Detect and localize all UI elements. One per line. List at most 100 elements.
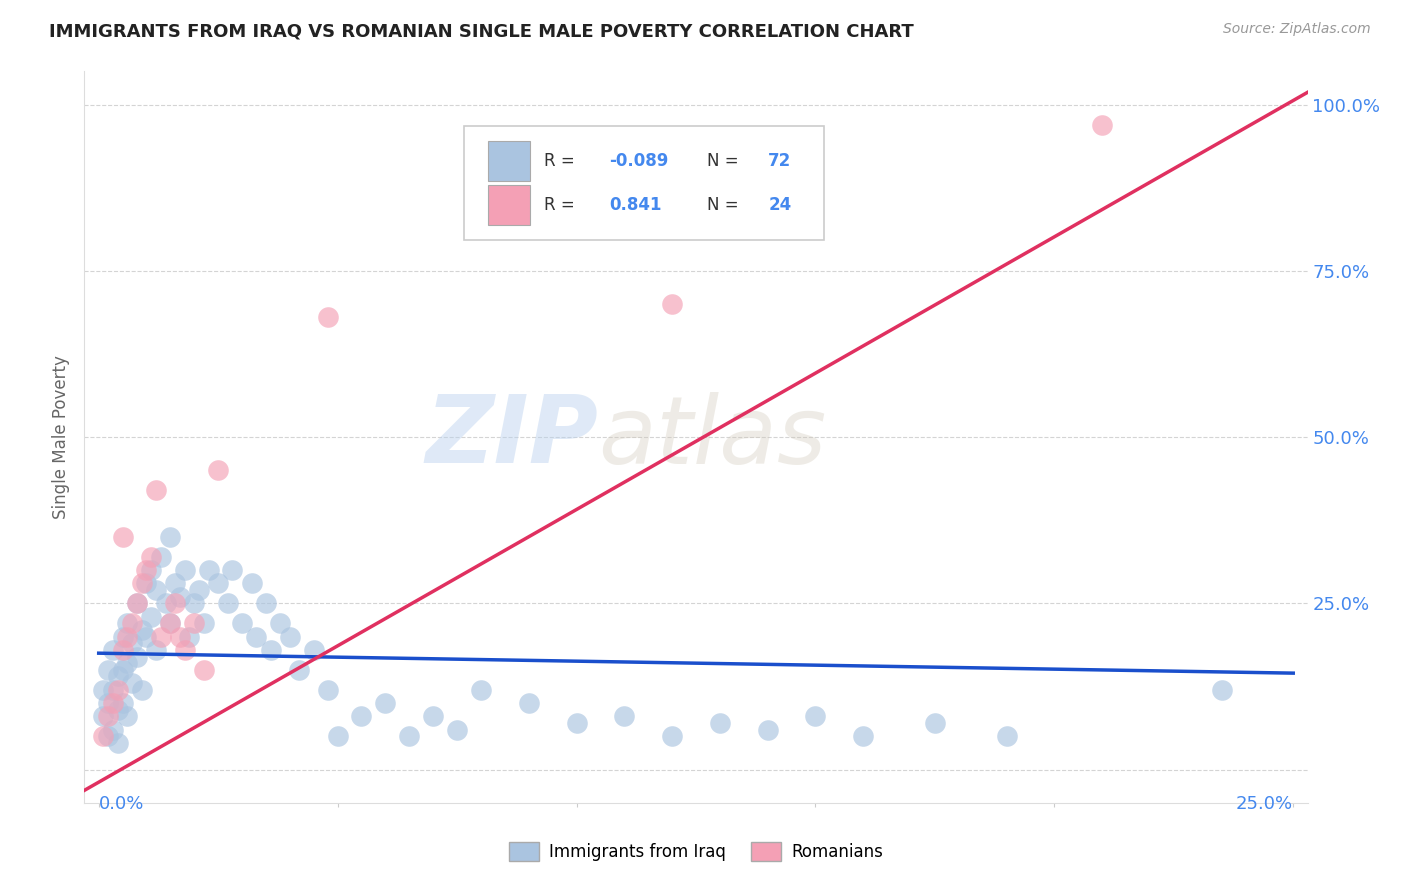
- Text: 72: 72: [768, 152, 792, 170]
- Point: [517, 696, 540, 710]
- Point: [188, 582, 211, 597]
- Point: [111, 663, 134, 677]
- Point: [173, 643, 195, 657]
- Point: [278, 630, 301, 644]
- Point: [135, 576, 157, 591]
- Point: [269, 616, 291, 631]
- Point: [159, 530, 181, 544]
- Point: [245, 630, 267, 644]
- FancyBboxPatch shape: [488, 185, 530, 225]
- Point: [111, 630, 134, 644]
- Point: [125, 649, 148, 664]
- Point: [302, 643, 325, 657]
- Point: [93, 682, 115, 697]
- Point: [149, 549, 172, 564]
- Point: [852, 729, 875, 743]
- Text: 24: 24: [768, 196, 792, 214]
- Text: -0.089: -0.089: [609, 152, 668, 170]
- Point: [141, 549, 163, 564]
- Point: [131, 623, 153, 637]
- Point: [398, 729, 420, 743]
- Point: [101, 696, 124, 710]
- Point: [173, 563, 195, 577]
- Point: [374, 696, 396, 710]
- Point: [661, 729, 683, 743]
- Point: [125, 596, 148, 610]
- Point: [121, 636, 143, 650]
- Point: [111, 530, 134, 544]
- Point: [149, 630, 172, 644]
- Text: 0.841: 0.841: [609, 196, 662, 214]
- Point: [446, 723, 468, 737]
- Point: [231, 616, 253, 631]
- Point: [117, 616, 139, 631]
- Point: [131, 576, 153, 591]
- Point: [97, 709, 120, 723]
- Point: [350, 709, 373, 723]
- Point: [326, 729, 349, 743]
- Point: [121, 676, 143, 690]
- Point: [709, 716, 731, 731]
- Point: [93, 729, 115, 743]
- Point: [316, 682, 339, 697]
- Point: [111, 643, 134, 657]
- Text: atlas: atlas: [598, 392, 827, 483]
- Point: [260, 643, 283, 657]
- Point: [169, 590, 191, 604]
- Point: [179, 630, 201, 644]
- Y-axis label: Single Male Poverty: Single Male Poverty: [52, 355, 70, 519]
- Point: [107, 703, 129, 717]
- Point: [145, 483, 167, 498]
- Point: [613, 709, 636, 723]
- Point: [254, 596, 277, 610]
- Point: [135, 630, 157, 644]
- Point: [165, 576, 187, 591]
- Point: [221, 563, 243, 577]
- Point: [924, 716, 946, 731]
- Text: Source: ZipAtlas.com: Source: ZipAtlas.com: [1223, 22, 1371, 37]
- Point: [107, 669, 129, 683]
- Point: [131, 682, 153, 697]
- Point: [217, 596, 239, 610]
- Point: [1211, 682, 1233, 697]
- Point: [107, 736, 129, 750]
- Point: [159, 616, 181, 631]
- Point: [97, 729, 120, 743]
- Point: [97, 663, 120, 677]
- Point: [288, 663, 311, 677]
- Text: IMMIGRANTS FROM IRAQ VS ROMANIAN SINGLE MALE POVERTY CORRELATION CHART: IMMIGRANTS FROM IRAQ VS ROMANIAN SINGLE …: [49, 22, 914, 40]
- Point: [125, 596, 148, 610]
- Point: [240, 576, 263, 591]
- Point: [155, 596, 177, 610]
- Text: 25.0%: 25.0%: [1236, 795, 1294, 813]
- Point: [565, 716, 588, 731]
- Point: [101, 682, 124, 697]
- FancyBboxPatch shape: [488, 141, 530, 181]
- Point: [159, 616, 181, 631]
- Point: [111, 696, 134, 710]
- Point: [141, 563, 163, 577]
- Point: [197, 563, 219, 577]
- Point: [135, 563, 157, 577]
- Text: 0.0%: 0.0%: [98, 795, 143, 813]
- Point: [101, 643, 124, 657]
- Text: R =: R =: [544, 196, 575, 214]
- Point: [470, 682, 492, 697]
- Point: [145, 582, 167, 597]
- Text: N =: N =: [707, 196, 738, 214]
- Point: [183, 596, 205, 610]
- Point: [995, 729, 1018, 743]
- Text: N =: N =: [707, 152, 738, 170]
- Point: [422, 709, 444, 723]
- Point: [193, 616, 215, 631]
- Point: [121, 616, 143, 631]
- Point: [165, 596, 187, 610]
- Point: [316, 310, 339, 325]
- Point: [1091, 118, 1114, 132]
- Point: [97, 696, 120, 710]
- Text: ZIP: ZIP: [425, 391, 598, 483]
- Legend: Immigrants from Iraq, Romanians: Immigrants from Iraq, Romanians: [502, 835, 890, 868]
- FancyBboxPatch shape: [464, 126, 824, 240]
- Point: [193, 663, 215, 677]
- Point: [661, 297, 683, 311]
